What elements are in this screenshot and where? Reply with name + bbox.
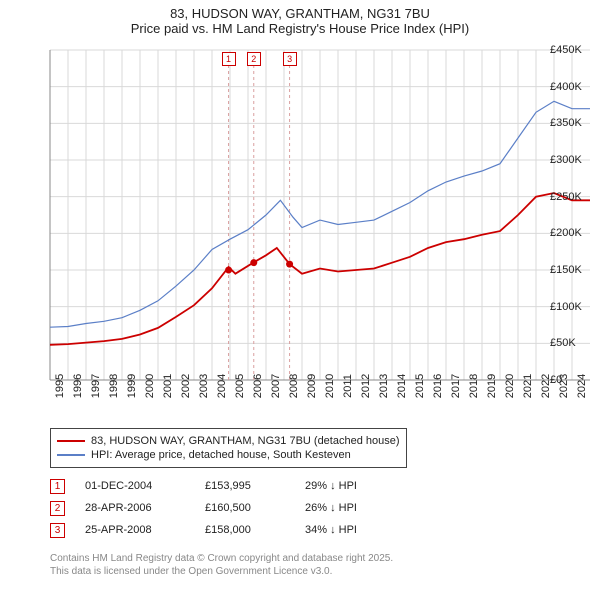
event-marker: 2: [50, 501, 65, 516]
event-row: 3 25-APR-2008£158,00034% ↓ HPI: [50, 519, 415, 541]
x-tick-label: 2019: [486, 374, 498, 398]
y-tick-label: £50K: [550, 337, 596, 349]
x-tick-label: 1999: [126, 374, 138, 398]
x-tick-label: 2017: [450, 374, 462, 398]
x-tick-label: 2020: [504, 374, 516, 398]
legend-swatch: [57, 454, 85, 456]
footer-note: Contains HM Land Registry data © Crown c…: [50, 552, 393, 578]
y-tick-label: £350K: [550, 117, 596, 129]
x-tick-label: 2021: [522, 374, 534, 398]
y-tick-label: £450K: [550, 44, 596, 56]
y-tick-label: £200K: [550, 227, 596, 239]
chart-event-marker: 2: [247, 52, 261, 66]
x-tick-label: 2006: [252, 374, 264, 398]
legend-item: 83, HUDSON WAY, GRANTHAM, NG31 7BU (deta…: [57, 435, 400, 447]
x-tick-label: 2012: [360, 374, 372, 398]
chart-event-marker: 3: [283, 52, 297, 66]
x-tick-label: 2001: [162, 374, 174, 398]
event-date: 01-DEC-2004: [85, 480, 205, 492]
x-tick-label: 2008: [288, 374, 300, 398]
legend-item: HPI: Average price, detached house, Sout…: [57, 449, 400, 461]
x-tick-label: 2003: [198, 374, 210, 398]
footer-line-2: This data is licensed under the Open Gov…: [50, 565, 393, 578]
x-tick-label: 2007: [270, 374, 282, 398]
legend: 83, HUDSON WAY, GRANTHAM, NG31 7BU (deta…: [50, 428, 407, 468]
x-tick-label: 2005: [234, 374, 246, 398]
footer-line-1: Contains HM Land Registry data © Crown c…: [50, 552, 393, 565]
legend-label: 83, HUDSON WAY, GRANTHAM, NG31 7BU (deta…: [91, 435, 400, 447]
x-tick-label: 1998: [108, 374, 120, 398]
event-row: 2 28-APR-2006£160,50026% ↓ HPI: [50, 497, 415, 519]
x-tick-label: 2022: [540, 374, 552, 398]
legend-swatch: [57, 440, 85, 442]
x-tick-label: 2010: [324, 374, 336, 398]
x-tick-label: 2013: [378, 374, 390, 398]
x-tick-label: 2004: [216, 374, 228, 398]
event-date: 25-APR-2008: [85, 524, 205, 536]
x-tick-label: 1996: [72, 374, 84, 398]
event-price: £158,000: [205, 524, 305, 536]
x-tick-label: 2009: [306, 374, 318, 398]
x-tick-label: 2015: [414, 374, 426, 398]
x-tick-label: 2023: [558, 374, 570, 398]
y-tick-label: £400K: [550, 81, 596, 93]
event-date: 28-APR-2006: [85, 502, 205, 514]
event-marker: 3: [50, 523, 65, 538]
x-tick-label: 2000: [144, 374, 156, 398]
legend-label: HPI: Average price, detached house, Sout…: [91, 449, 351, 461]
y-tick-label: £300K: [550, 154, 596, 166]
x-tick-label: 2014: [396, 374, 408, 398]
event-row: 1 01-DEC-2004£153,99529% ↓ HPI: [50, 475, 415, 497]
event-pct: 34% ↓ HPI: [305, 524, 415, 536]
event-price: £153,995: [205, 480, 305, 492]
chart-event-marker: 1: [222, 52, 236, 66]
event-pct: 26% ↓ HPI: [305, 502, 415, 514]
chart-container: 83, HUDSON WAY, GRANTHAM, NG31 7BU Price…: [0, 0, 600, 590]
x-tick-label: 1995: [54, 374, 66, 398]
x-tick-label: 2016: [432, 374, 444, 398]
events-table: 1 01-DEC-2004£153,99529% ↓ HPI 2 28-APR-200…: [50, 475, 415, 541]
line-chart: [0, 0, 600, 382]
y-tick-label: £0: [550, 374, 596, 386]
y-tick-label: £100K: [550, 301, 596, 313]
event-pct: 29% ↓ HPI: [305, 480, 415, 492]
y-tick-label: £150K: [550, 264, 596, 276]
x-tick-label: 1997: [90, 374, 102, 398]
event-price: £160,500: [205, 502, 305, 514]
y-tick-label: £250K: [550, 191, 596, 203]
x-tick-label: 2024: [576, 374, 588, 398]
x-tick-label: 2018: [468, 374, 480, 398]
event-marker: 1: [50, 479, 65, 494]
x-tick-label: 2002: [180, 374, 192, 398]
x-tick-label: 2011: [342, 374, 354, 398]
